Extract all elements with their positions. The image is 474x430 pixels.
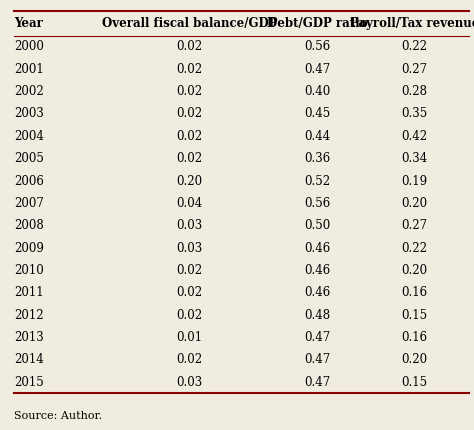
Text: 0.03: 0.03 xyxy=(176,219,203,232)
Text: 0.02: 0.02 xyxy=(176,264,203,277)
Text: 0.47: 0.47 xyxy=(304,63,331,76)
Text: 2003: 2003 xyxy=(14,108,44,120)
Text: Payroll/Tax revenue: Payroll/Tax revenue xyxy=(350,17,474,30)
Text: 2000: 2000 xyxy=(14,40,44,53)
Text: 0.46: 0.46 xyxy=(304,242,331,255)
Text: 0.03: 0.03 xyxy=(176,242,203,255)
Text: 0.47: 0.47 xyxy=(304,353,331,366)
Text: 0.22: 0.22 xyxy=(402,40,428,53)
Text: 0.27: 0.27 xyxy=(401,63,428,76)
Text: 0.02: 0.02 xyxy=(176,85,203,98)
Text: 2015: 2015 xyxy=(14,376,44,389)
Text: 0.27: 0.27 xyxy=(401,219,428,232)
Text: 2010: 2010 xyxy=(14,264,44,277)
Text: Debt/GDP ratio: Debt/GDP ratio xyxy=(267,17,368,30)
Text: 0.03: 0.03 xyxy=(176,376,203,389)
Text: 2009: 2009 xyxy=(14,242,44,255)
Text: 2005: 2005 xyxy=(14,152,44,165)
Text: 0.52: 0.52 xyxy=(304,175,331,187)
Text: 0.02: 0.02 xyxy=(176,152,203,165)
Text: 0.40: 0.40 xyxy=(304,85,331,98)
Text: 0.47: 0.47 xyxy=(304,331,331,344)
Text: 0.45: 0.45 xyxy=(304,108,331,120)
Text: 0.02: 0.02 xyxy=(176,309,203,322)
Text: 2011: 2011 xyxy=(14,286,44,299)
Text: 0.04: 0.04 xyxy=(176,197,203,210)
Text: 0.02: 0.02 xyxy=(176,130,203,143)
Text: 0.02: 0.02 xyxy=(176,286,203,299)
Text: 0.20: 0.20 xyxy=(401,197,428,210)
Text: 2008: 2008 xyxy=(14,219,44,232)
Text: 0.02: 0.02 xyxy=(176,353,203,366)
Text: 0.19: 0.19 xyxy=(401,175,428,187)
Text: Year: Year xyxy=(14,17,43,30)
Text: 0.15: 0.15 xyxy=(401,376,428,389)
Text: 0.02: 0.02 xyxy=(176,40,203,53)
Text: 2013: 2013 xyxy=(14,331,44,344)
Text: 0.20: 0.20 xyxy=(401,353,428,366)
Text: 0.15: 0.15 xyxy=(401,309,428,322)
Text: 0.46: 0.46 xyxy=(304,264,331,277)
Text: 0.35: 0.35 xyxy=(401,108,428,120)
Text: 0.56: 0.56 xyxy=(304,197,331,210)
Text: 2002: 2002 xyxy=(14,85,44,98)
Text: 0.02: 0.02 xyxy=(176,108,203,120)
Text: 0.01: 0.01 xyxy=(176,331,203,344)
Text: 0.22: 0.22 xyxy=(402,242,428,255)
Text: 0.42: 0.42 xyxy=(401,130,428,143)
Text: 2004: 2004 xyxy=(14,130,44,143)
Text: 0.28: 0.28 xyxy=(402,85,428,98)
Text: 0.46: 0.46 xyxy=(304,286,331,299)
Text: 0.36: 0.36 xyxy=(304,152,331,165)
Text: 0.02: 0.02 xyxy=(176,63,203,76)
Text: 2007: 2007 xyxy=(14,197,44,210)
Text: 0.44: 0.44 xyxy=(304,130,331,143)
Text: 0.50: 0.50 xyxy=(304,219,331,232)
Text: 0.34: 0.34 xyxy=(401,152,428,165)
Text: 0.16: 0.16 xyxy=(401,286,428,299)
Text: Source: Author.: Source: Author. xyxy=(14,412,102,421)
Text: 2012: 2012 xyxy=(14,309,44,322)
Text: 0.16: 0.16 xyxy=(401,331,428,344)
Text: 0.20: 0.20 xyxy=(401,264,428,277)
Text: 0.20: 0.20 xyxy=(176,175,203,187)
Text: Overall fiscal balance/GDP: Overall fiscal balance/GDP xyxy=(102,17,277,30)
Text: 0.48: 0.48 xyxy=(304,309,331,322)
Text: 2001: 2001 xyxy=(14,63,44,76)
Text: 0.47: 0.47 xyxy=(304,376,331,389)
Text: 2006: 2006 xyxy=(14,175,44,187)
Text: 0.56: 0.56 xyxy=(304,40,331,53)
Text: 2014: 2014 xyxy=(14,353,44,366)
